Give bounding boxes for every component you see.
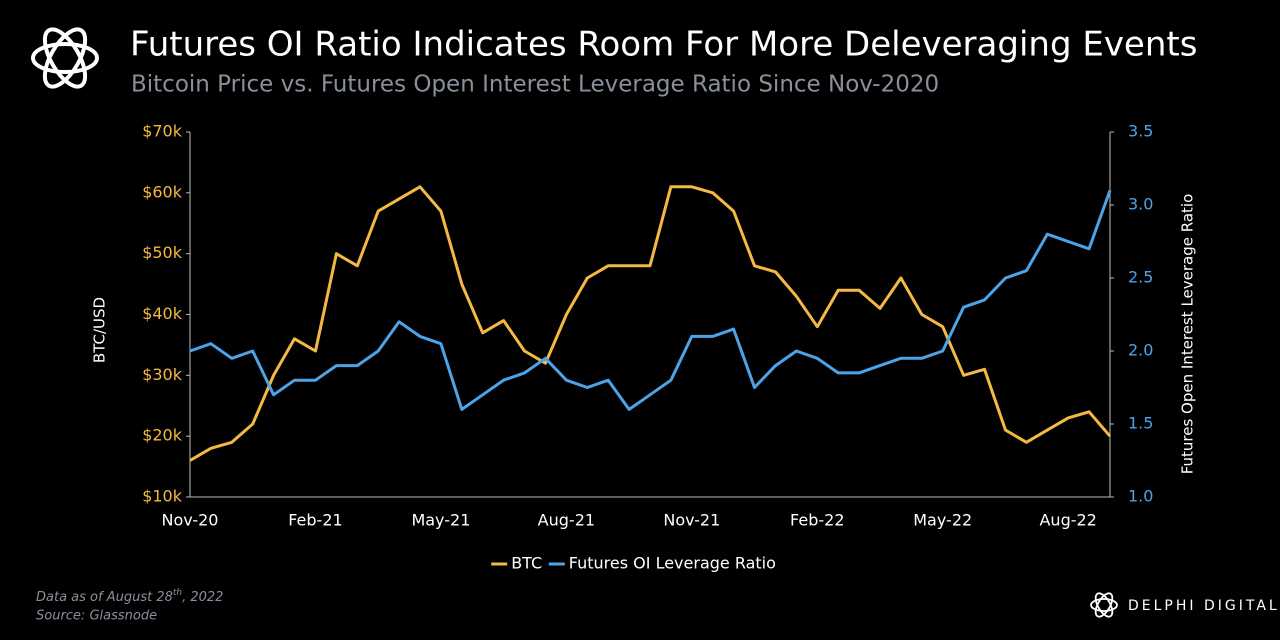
brand-logo — [1090, 592, 1118, 618]
x-tick-label: Aug-21 — [538, 511, 595, 530]
x-tick-label: May-22 — [913, 511, 972, 530]
y2-tick-label: 1.5 — [1128, 414, 1153, 433]
y-tick-label: $40k — [142, 304, 183, 323]
chart-title: Futures OI Ratio Indicates Room For More… — [130, 25, 1197, 65]
y-tick-label: $50k — [142, 243, 183, 262]
x-tick-label: Feb-21 — [288, 511, 342, 530]
y-tick-label: $10k — [142, 487, 183, 506]
x-tick-label: May-21 — [411, 511, 470, 530]
legend-label: BTC — [511, 554, 542, 573]
x-tick-label: Feb-22 — [790, 511, 844, 530]
y2-tick-label: 2.5 — [1128, 268, 1153, 287]
note-sup: th — [173, 588, 183, 598]
note-text: , 2022 — [182, 590, 223, 605]
y2-axis-label: Futures Open Interest Leverage Ratio — [1179, 194, 1197, 475]
x-tick-label: Nov-21 — [663, 511, 720, 530]
y-tick-label: $30k — [142, 365, 183, 384]
y2-tick-label: 3.0 — [1128, 195, 1153, 214]
y-tick-label: $70k — [142, 122, 183, 141]
legend-label: Futures OI Leverage Ratio — [569, 554, 776, 573]
series-line — [189, 189, 1112, 411]
y-axis-label: BTC/USD — [91, 297, 109, 363]
x-tick-label: Aug-22 — [1039, 511, 1096, 530]
logo — [31, 27, 99, 89]
source: Source: Glassnode — [36, 609, 157, 624]
y2-tick-label: 2.0 — [1128, 341, 1153, 360]
chart-subtitle: Bitcoin Price vs. Futures Open Interest … — [131, 72, 939, 98]
y-tick-label: $60k — [142, 182, 183, 201]
y2-tick-label: 1.0 — [1128, 487, 1153, 506]
y2-tick-label: 3.5 — [1128, 122, 1153, 141]
series-line — [189, 185, 1112, 462]
x-tick-label: Nov-20 — [162, 511, 219, 530]
y-tick-label: $20k — [142, 426, 183, 445]
note-text: Data as of August 28 — [36, 590, 173, 605]
footnote: Data as of August 28th, 2022 — [36, 588, 223, 605]
brand: DELPHI DIGITAL — [1128, 598, 1280, 614]
